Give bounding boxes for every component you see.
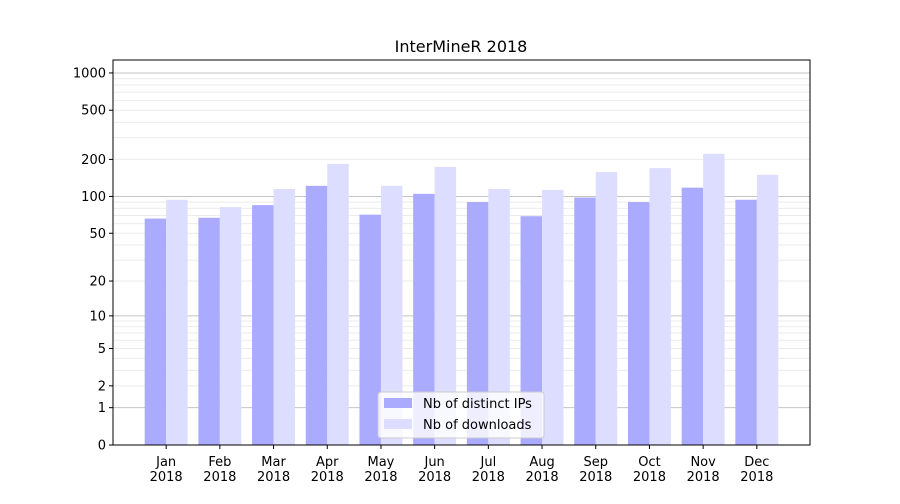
x-tick-label: Jun 2018 xyxy=(418,455,451,485)
x-tick-label: Aug 2018 xyxy=(526,455,559,485)
y-tick-label: 2 xyxy=(98,379,106,394)
y-tick-label: 200 xyxy=(81,153,106,168)
bar-distinct-ips xyxy=(627,202,650,445)
x-tick-label: Apr 2018 xyxy=(311,455,344,485)
x-axis: Jan 2018 Feb 2018 Mar 2018 Apr 2018 May 2018 Jun 20… xyxy=(150,445,773,485)
bar-distinct-ips xyxy=(681,187,704,445)
x-tick-label: Nov 2018 xyxy=(687,455,720,485)
x-tick-label: Oct 2018 xyxy=(633,455,666,485)
y-tick-label: 500 xyxy=(81,104,106,119)
plot-frame xyxy=(112,59,811,446)
bar-downloads xyxy=(542,189,564,445)
bar-downloads xyxy=(434,166,457,445)
bar-distinct-ips xyxy=(735,199,757,445)
bar-downloads xyxy=(166,199,188,445)
x-tick-label: Sep 2018 xyxy=(579,455,612,485)
x-tick-label: Jan 2018 xyxy=(150,455,183,485)
bar-downloads xyxy=(756,174,779,445)
y-tick-label: 5 xyxy=(98,342,106,357)
y-axis: 0 1 2 5 10 20 50 100 200 500 1000 xyxy=(73,66,113,454)
bar-downloads xyxy=(219,207,242,445)
legend-label: Nb of downloads xyxy=(423,418,532,433)
bar-distinct-ips xyxy=(574,197,596,445)
legend-label: Nb of distinct IPs xyxy=(423,397,532,412)
bar-downloads xyxy=(273,189,296,445)
bar-downloads xyxy=(327,163,349,445)
y-tick-label: 50 xyxy=(89,227,106,242)
bar-downloads xyxy=(703,153,725,446)
y-tick-label: 10 xyxy=(89,309,106,324)
legend-swatch xyxy=(384,398,412,408)
bar-distinct-ips xyxy=(252,205,274,445)
bar-distinct-ips xyxy=(413,193,435,445)
legend-box xyxy=(377,391,545,439)
y-tick-label: 1000 xyxy=(73,66,106,81)
bar-downloads xyxy=(380,185,403,446)
chart-title: InterMineR 2018 xyxy=(395,37,528,56)
bar-downloads xyxy=(595,172,618,445)
y-tick-label: 1 xyxy=(98,401,106,416)
bar-distinct-ips xyxy=(466,202,489,445)
bar-downloads xyxy=(488,189,510,445)
legend: Nb of distinct IPs Nb of downloads xyxy=(377,391,545,439)
x-tick-label: Mar 2018 xyxy=(257,455,290,485)
legend-swatch xyxy=(384,419,412,429)
y-tick-label: 20 xyxy=(89,275,106,290)
bar-distinct-ips xyxy=(359,214,381,445)
bar-distinct-ips xyxy=(144,218,167,445)
bar-distinct-ips xyxy=(198,217,220,445)
bar-distinct-ips xyxy=(305,185,328,446)
bar-downloads xyxy=(649,168,671,446)
bar-distinct-ips xyxy=(520,216,543,445)
y-tick-label: 100 xyxy=(81,190,106,205)
bars xyxy=(144,153,779,446)
x-tick-label: Jul 2018 xyxy=(472,455,505,485)
y-tick-label: 0 xyxy=(98,439,106,454)
x-tick-label: May 2018 xyxy=(364,455,397,485)
x-tick-label: Feb 2018 xyxy=(203,455,236,485)
x-tick-label: Dec 2018 xyxy=(740,455,773,485)
